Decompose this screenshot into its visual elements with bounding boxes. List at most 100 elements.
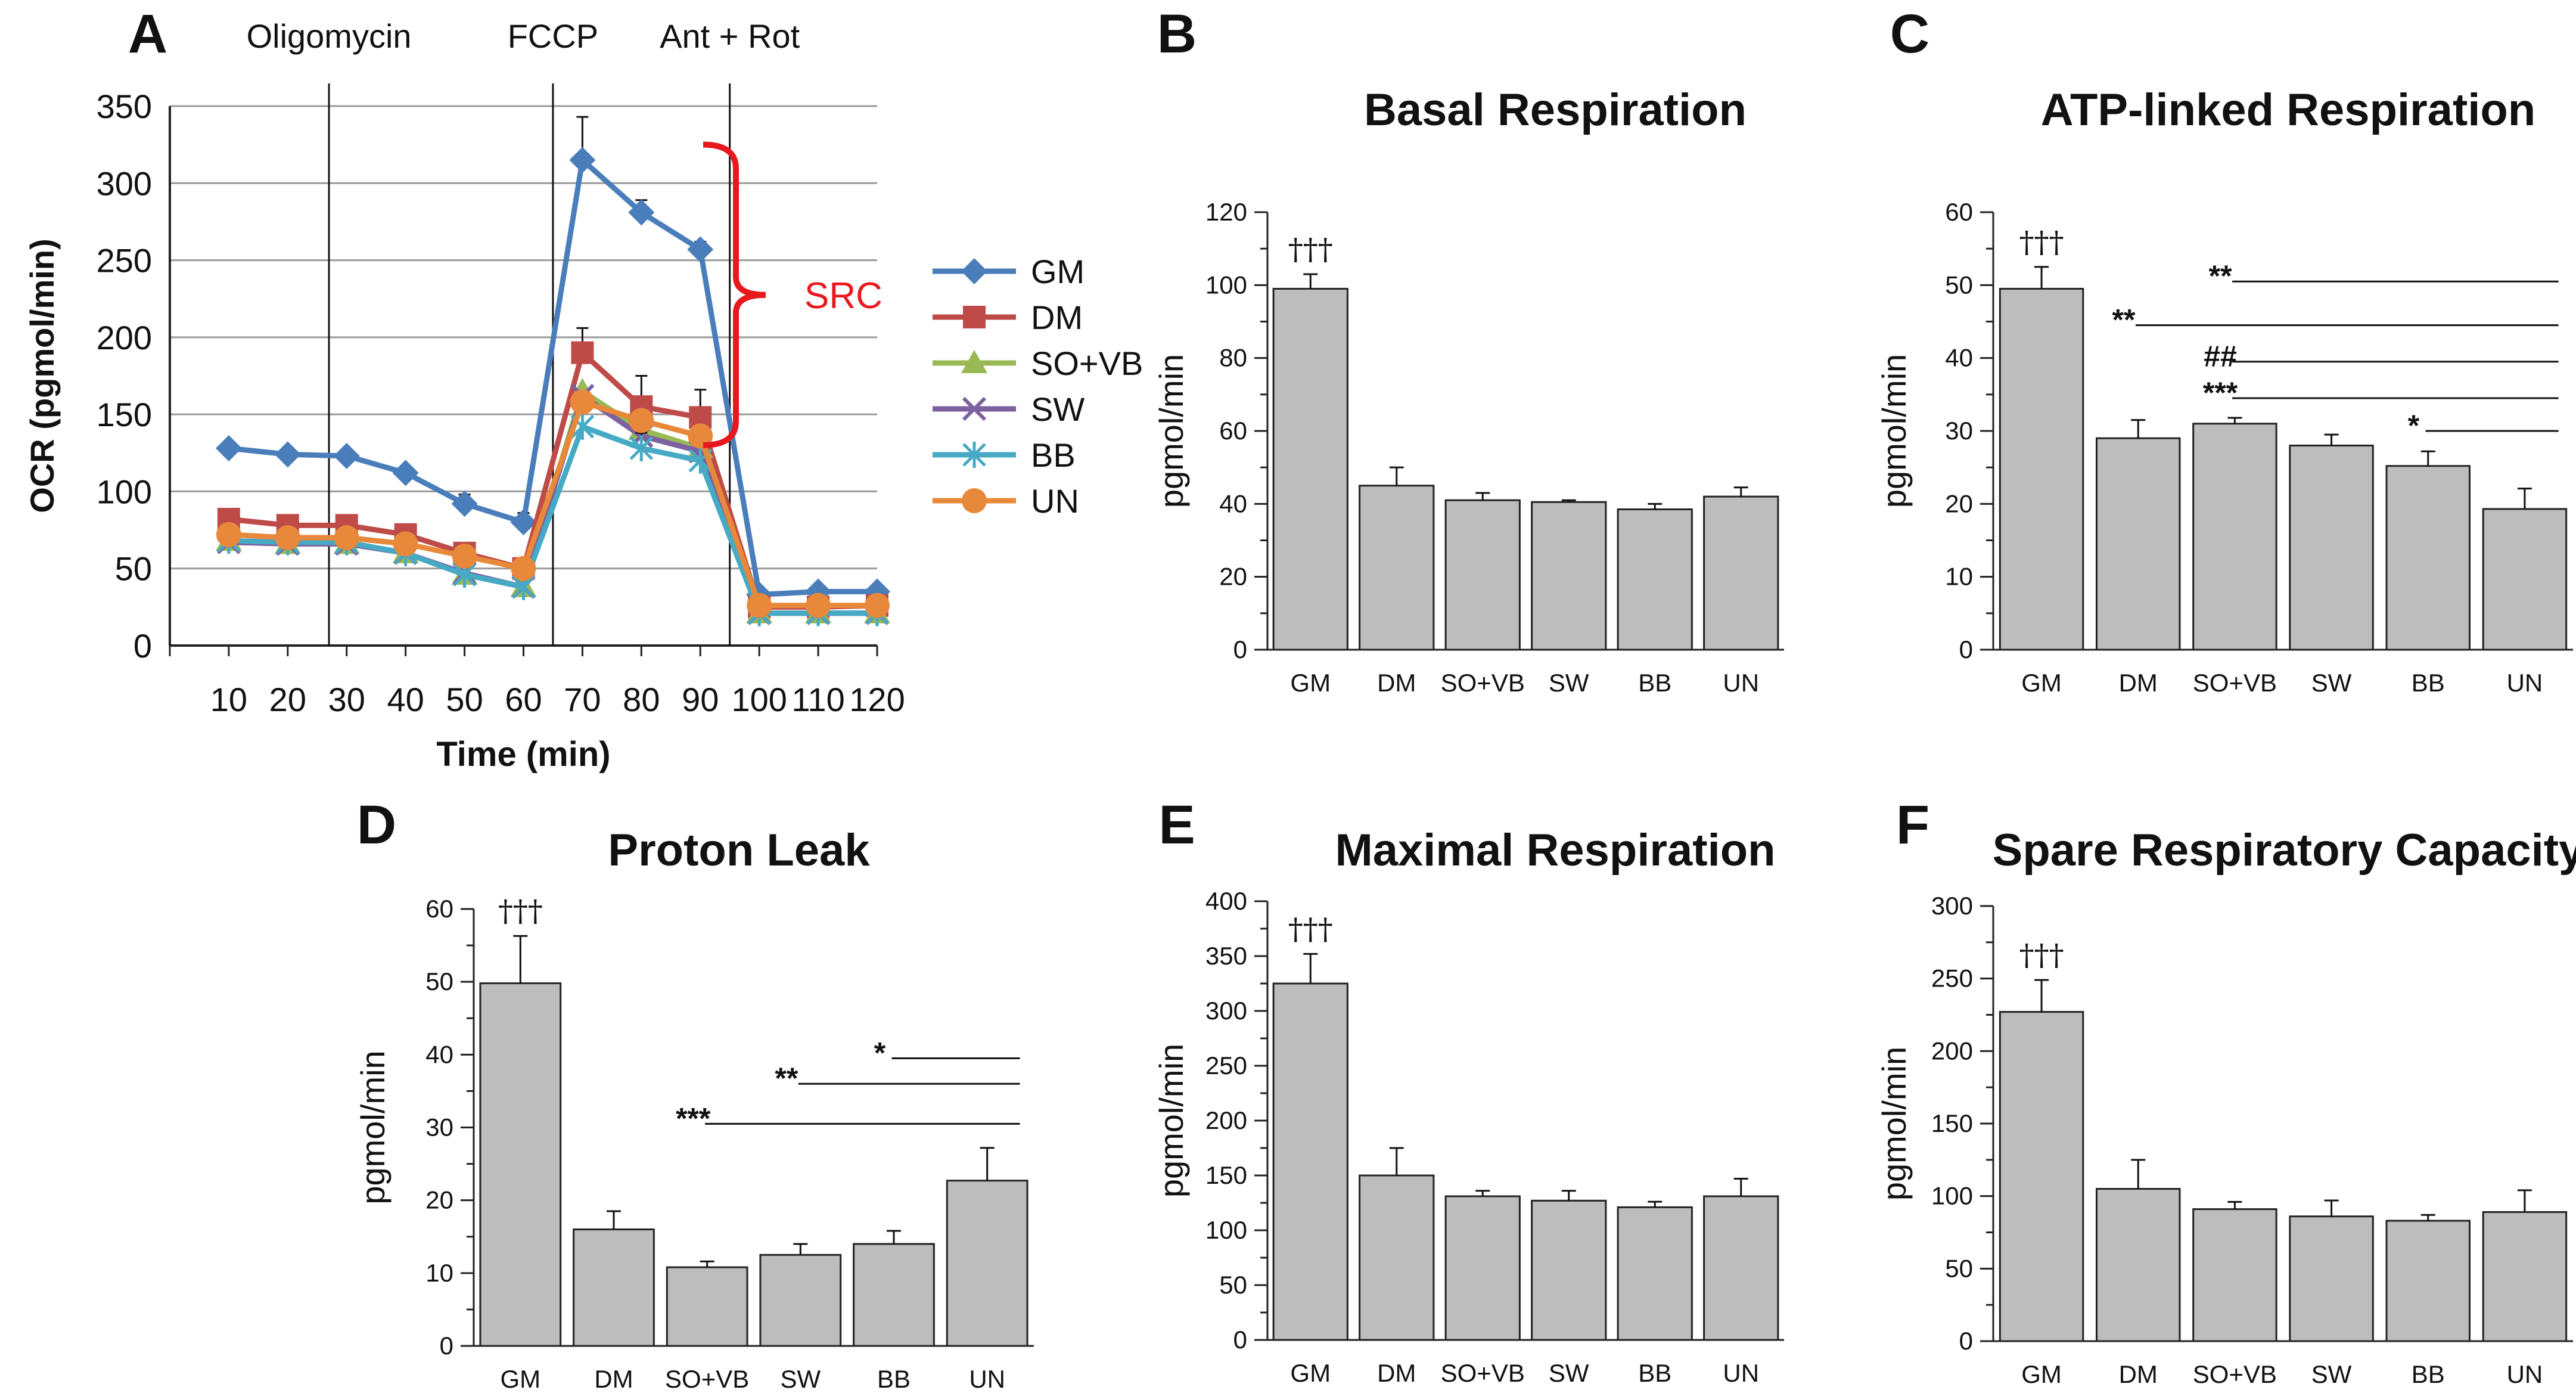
x-tick-label: SO+VB: [665, 1365, 749, 1393]
marker-circle: [334, 525, 359, 550]
marker-circle: [865, 592, 890, 618]
x-tick-label: UN: [2507, 1360, 2543, 1388]
marker-diamond: [569, 147, 596, 173]
legend-label: GM: [1031, 253, 1085, 290]
panel-e-bar-chart: E Maximal Respiration 0 50 100 150 200 250 300 35…: [1152, 795, 1784, 1387]
x-tick-label: GM: [501, 1365, 541, 1393]
y-tick-label: 20: [1219, 563, 1247, 591]
significance-label: *: [874, 1036, 886, 1069]
bar: [853, 1243, 935, 1347]
panel-letter-d: D: [357, 795, 396, 855]
y-tick-label: 100: [1205, 1216, 1247, 1244]
y-tick-label: 200: [1931, 1037, 1973, 1065]
x-tick-label: UN: [969, 1365, 1005, 1393]
x-tick-label: BB: [1638, 669, 1671, 697]
marker-square: [571, 341, 594, 364]
legend-item: BB: [933, 436, 1076, 474]
y-tick-label: 100: [1931, 1182, 1973, 1210]
marker-x-stroke: [962, 396, 987, 421]
bar: [573, 1228, 655, 1347]
panel-letter-c: C: [1890, 4, 1929, 64]
marker-diamond: [628, 199, 655, 226]
y-tick-label: 50: [1945, 1254, 1973, 1282]
panel-letter-b: B: [1157, 4, 1197, 64]
chart-title: ATP-linked Respiration: [2041, 85, 2535, 135]
bar: [2482, 508, 2568, 651]
legend-item: UN: [933, 482, 1079, 520]
bar: [1703, 1195, 1779, 1341]
bar: [1444, 1195, 1521, 1341]
x-tick-label: DM: [1377, 669, 1416, 697]
y-tick-label: 10: [1945, 563, 1973, 591]
bar: [1272, 287, 1348, 651]
y-tick-label: 250: [1931, 964, 1973, 992]
y-tick-label: 250: [1205, 1051, 1247, 1079]
src-label: SRC: [804, 275, 883, 317]
x-tick-label: SW: [2311, 669, 2352, 697]
dagger-label: †††: [2019, 938, 2064, 972]
legend-label: SO+VB: [1031, 345, 1143, 382]
x-tick-label: SW: [781, 1365, 821, 1393]
chart-title: Maximal Respiration: [1335, 825, 1775, 876]
panel-f-bar-chart: F Spare Respiratory Capacity 0 50 100 150 200 2…: [1875, 795, 2576, 1388]
legend-item: DM: [933, 299, 1083, 336]
marker-diamond: [510, 509, 537, 536]
x-tick-label: 10: [210, 681, 247, 718]
y-tick-label: 350: [97, 88, 152, 125]
y-tick-label: 300: [97, 165, 152, 202]
y-tick-label: 100: [97, 473, 152, 510]
y-tick-label: 150: [1205, 1161, 1247, 1189]
marker-diamond: [687, 236, 714, 263]
bar: [2385, 465, 2471, 651]
marker-asterisk: [962, 442, 986, 468]
x-tick-label: 100: [731, 681, 787, 718]
x-tick-label: DM: [2119, 669, 2158, 697]
marker-circle: [216, 522, 241, 547]
y-tick-label: 300: [1931, 892, 1973, 920]
y-tick-label: 0: [440, 1332, 453, 1360]
bar: [2289, 444, 2374, 651]
x-tick-label: BB: [877, 1365, 911, 1393]
panel-letter-e: E: [1158, 795, 1195, 855]
bar: [2096, 1188, 2181, 1342]
bar: [1359, 1174, 1435, 1341]
x-tick-label: BB: [2412, 669, 2445, 697]
x-tick-label: 110: [791, 681, 844, 718]
chart-title: Spare Respiratory Capacity: [1993, 825, 2576, 876]
y-tick-label: 20: [1945, 489, 1973, 517]
dagger-label: †††: [1288, 911, 1333, 946]
bar: [2096, 437, 2181, 651]
y-tick-label: 60: [425, 895, 453, 923]
bar: [2385, 1220, 2471, 1342]
x-tick-label: SO+VB: [2193, 669, 2277, 697]
injection-label: Oligomycin: [247, 17, 412, 55]
bar: [2192, 1208, 2277, 1342]
series-gm: [215, 116, 890, 608]
x-tick-label: UN: [2507, 669, 2543, 697]
y-tick-label: 10: [425, 1259, 453, 1287]
marker-diamond: [274, 441, 301, 468]
chart-title: Basal Respiration: [1364, 85, 1747, 135]
significance-label: ***: [676, 1102, 711, 1135]
x-tick-label: 80: [623, 681, 660, 718]
significance-label: **: [2112, 303, 2135, 337]
dagger-label: †††: [498, 893, 543, 928]
x-tick-label: 30: [328, 681, 365, 718]
x-tick-label: UN: [1723, 1359, 1759, 1387]
bar: [1999, 1011, 2084, 1342]
panel-c-bar-chart: C ATP-linked Respiration 0 10 20 30 40 50 60 pgmo…: [1875, 4, 2573, 697]
y-tick-label: 350: [1205, 942, 1247, 970]
x-tick-label: 20: [269, 681, 306, 718]
significance-label: ##: [2204, 340, 2237, 373]
bar: [759, 1254, 842, 1347]
y-tick-label: 30: [425, 1113, 453, 1141]
x-tick-label: SO+VB: [1441, 669, 1525, 697]
bar: [1444, 499, 1521, 651]
marker-circle: [452, 544, 477, 569]
marker-circle: [393, 531, 418, 557]
y-tick-label: 0: [133, 627, 152, 665]
y-tick-label: 50: [1945, 271, 1973, 299]
legend-item: SO+VB: [933, 345, 1143, 382]
bar: [1359, 485, 1435, 651]
